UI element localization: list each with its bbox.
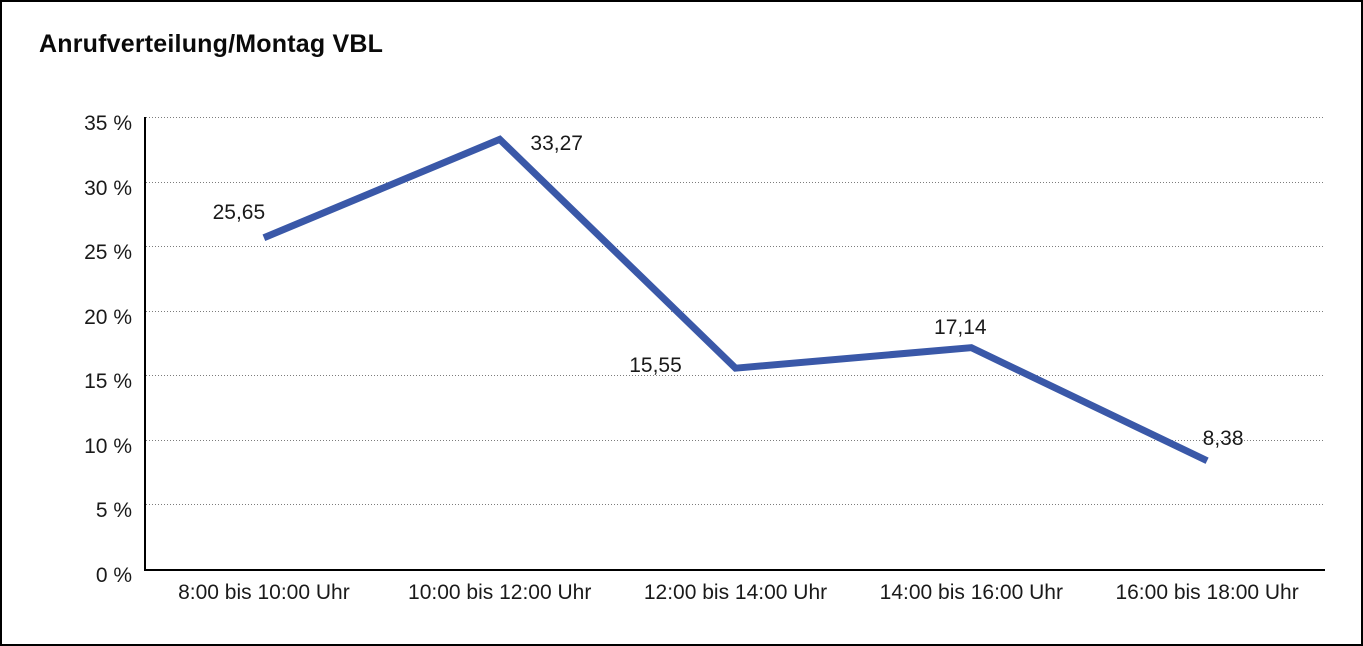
data-point-value-label: 25,65	[212, 200, 266, 224]
y-axis-tick-label: 5 %	[95, 499, 132, 523]
chart-title: Anrufverteilung/Montag VBL	[39, 30, 384, 58]
x-axis-category-label: 10:00 bis 12:00 Uhr	[408, 581, 592, 604]
x-axis-category-label: 16:00 bis 18:00 Uhr	[1115, 581, 1299, 604]
y-axis-line	[144, 117, 146, 569]
line-chart-canvas	[262, 135, 1209, 464]
y-gridline	[146, 504, 1325, 506]
y-gridline	[146, 246, 1325, 248]
x-axis-category-label: 12:00 bis 14:00 Uhr	[643, 581, 828, 604]
y-axis-tick-label: 15 %	[84, 370, 132, 394]
y-axis-tick-label: 25 %	[84, 241, 132, 265]
y-axis-tick-label: 30 %	[84, 176, 132, 200]
y-gridline	[146, 181, 1325, 183]
data-point-value-label: 17,14	[934, 315, 987, 339]
y-gridline	[146, 375, 1325, 377]
y-axis-tick-label: 10 %	[84, 434, 132, 458]
x-axis-category-label: 14:00 bis 16:00 Uhr	[879, 581, 1063, 604]
data-series-line	[262, 135, 1209, 464]
y-gridline	[146, 439, 1325, 441]
y-axis-tick-label: 35 %	[84, 112, 132, 135]
x-axis-category-label: 8:00 bis 10:00 Uhr	[178, 581, 350, 604]
y-gridline	[146, 310, 1325, 312]
data-point-value-label: 15,55	[629, 354, 682, 378]
data-point-value-label: 33,27	[530, 132, 583, 156]
y-gridline	[146, 117, 1325, 118]
x-axis-line	[144, 569, 1325, 571]
y-axis-tick-label: 0 %	[95, 564, 132, 587]
data-point-value-label: 8,38	[1202, 426, 1244, 450]
y-axis-tick-label: 20 %	[84, 305, 132, 329]
